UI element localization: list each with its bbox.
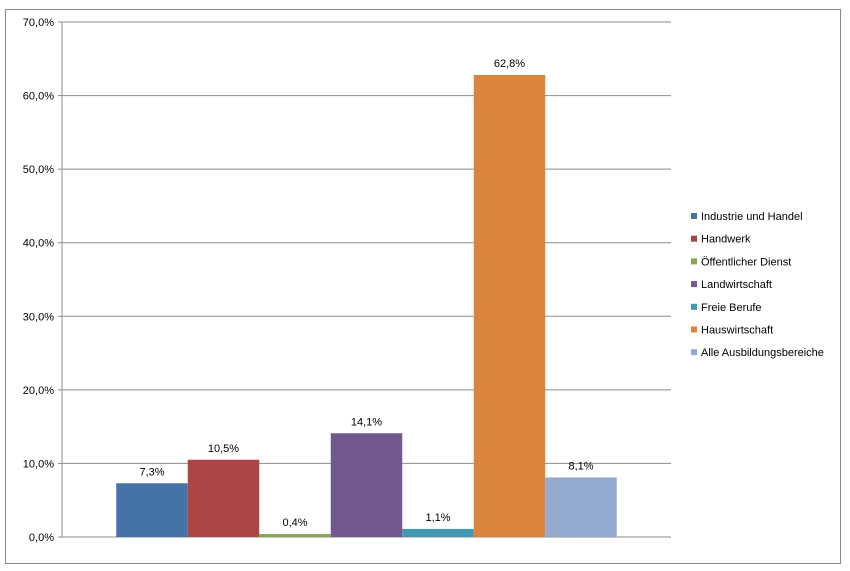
- bar-hauswirtschaft: [473, 74, 546, 537]
- y-tick-label: 20,0%: [23, 385, 54, 397]
- legend-label: Landwirtschaft: [701, 279, 772, 291]
- y-tick-label: 70,0%: [23, 17, 54, 29]
- data-label: 0,4%: [282, 517, 307, 529]
- bar-landwirtschaft: [330, 433, 403, 537]
- data-label: 1,1%: [425, 512, 450, 524]
- legend-swatch: [691, 258, 697, 265]
- legend-swatch: [691, 213, 697, 219]
- legend-swatch: [691, 281, 697, 288]
- bar-industrie-und-handel: [116, 483, 188, 537]
- y-tick-label: 0,0%: [29, 532, 54, 544]
- bar-öffentlicher-dienst: [259, 534, 331, 537]
- bar-handwerk: [187, 459, 260, 537]
- y-tick-label: 60,0%: [23, 91, 54, 103]
- gridlines: [62, 21, 671, 464]
- y-tick-label: 40,0%: [23, 238, 54, 250]
- legend-label: Hauswirtschaft: [701, 325, 773, 337]
- legend-label: Öffentlicher Dienst: [701, 256, 791, 268]
- bar-alle-ausbildungsbereiche: [545, 477, 617, 537]
- legend: Industrie und Handel Handwerk Öffentlicher…: [691, 211, 824, 359]
- bar-freie-berufe: [402, 528, 474, 537]
- legend-label: Handwerk: [701, 234, 751, 246]
- data-label: 62,8%: [494, 58, 525, 70]
- data-label: 7,3%: [139, 466, 164, 478]
- y-tick-label: 50,0%: [23, 164, 54, 176]
- legend-swatch: [691, 303, 697, 310]
- data-label: 8,1%: [568, 460, 593, 472]
- axes: 0,0% 10,0% 20,0% 30,0% 40,0% 50,0% 60,0% 70,0%: [23, 17, 671, 544]
- legend-swatch: [691, 235, 697, 242]
- legend-label: Industrie und Handel: [701, 211, 803, 223]
- data-label: 14,1%: [351, 416, 382, 428]
- chart-frame: [5, 9, 841, 564]
- legend-swatch: [691, 349, 697, 356]
- data-labels: 7,3% 10,5% 0,4% 14,1% 1,1% 62,8% 8,1%: [139, 58, 593, 529]
- y-tick-label: 10,0%: [23, 458, 54, 470]
- legend-label: Alle Ausbildungsbereiche: [701, 347, 824, 359]
- legend-swatch: [691, 326, 697, 333]
- y-tick-label: 30,0%: [23, 311, 54, 323]
- legend-label: Freie Berufe: [701, 302, 762, 314]
- data-label: 10,5%: [208, 443, 239, 455]
- bars: [116, 74, 617, 537]
